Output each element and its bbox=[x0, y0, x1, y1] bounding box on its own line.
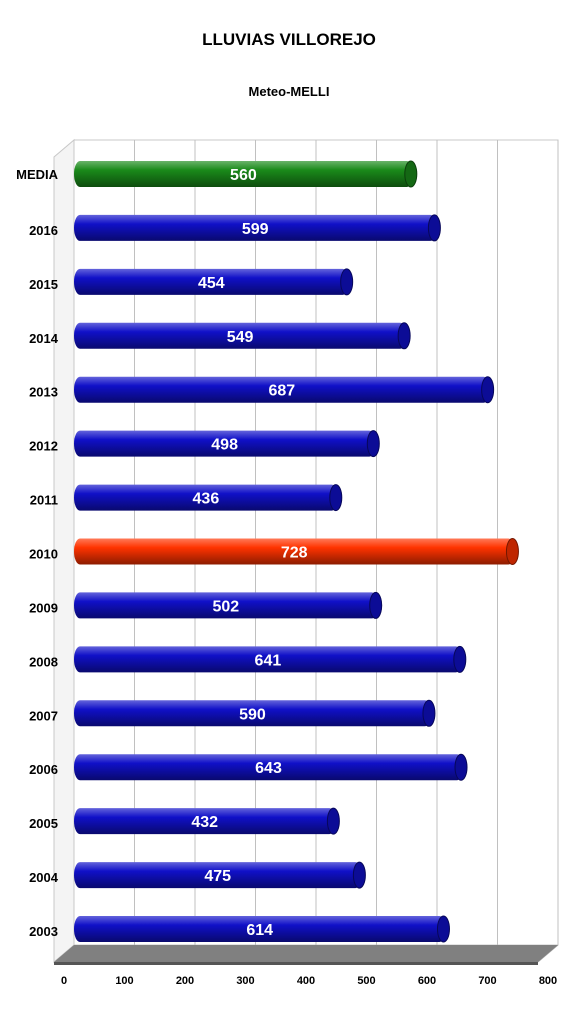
x-tick-label: 300 bbox=[236, 975, 254, 987]
category-label: 2008 bbox=[29, 654, 58, 669]
bar-value-label: 728 bbox=[281, 545, 308, 562]
category-label: 2013 bbox=[29, 385, 58, 400]
floor-edge bbox=[54, 962, 538, 965]
category-label: MEDIA bbox=[16, 167, 59, 182]
bar-end-cap bbox=[397, 322, 411, 350]
bar-value-label: 549 bbox=[227, 329, 254, 346]
x-tick-label: 200 bbox=[176, 975, 194, 987]
category-label: 2014 bbox=[29, 331, 59, 346]
bar-end-cap bbox=[329, 484, 343, 512]
category-label: 2009 bbox=[29, 600, 58, 615]
bar bbox=[74, 754, 464, 781]
category-label: 2011 bbox=[30, 493, 58, 508]
category-label: 2007 bbox=[29, 708, 58, 723]
bar bbox=[74, 808, 336, 835]
bar-value-label: 599 bbox=[242, 221, 269, 238]
bar bbox=[74, 161, 413, 187]
x-tick-label: 500 bbox=[357, 975, 375, 987]
category-label: 2004 bbox=[29, 870, 59, 885]
x-tick-label: 100 bbox=[115, 975, 133, 987]
category-label: 2015 bbox=[29, 277, 58, 292]
bar-end-cap bbox=[352, 861, 366, 889]
x-tick-label: 800 bbox=[539, 975, 557, 987]
x-tick-label: 400 bbox=[297, 975, 315, 987]
chart-subtitle: Meteo-MELLI bbox=[248, 84, 330, 99]
bar bbox=[74, 916, 446, 942]
bar-end-cap bbox=[454, 753, 468, 781]
bar bbox=[74, 700, 431, 727]
bar-value-label: 590 bbox=[239, 706, 266, 723]
bar-value-label: 643 bbox=[255, 760, 282, 777]
floor-top bbox=[54, 945, 558, 962]
bar bbox=[74, 376, 490, 403]
bar-value-label: 687 bbox=[268, 383, 295, 400]
category-label: 2006 bbox=[29, 762, 58, 777]
chart-title: LLUVIAS VILLOREJO bbox=[202, 30, 376, 49]
bar bbox=[74, 646, 462, 673]
bar bbox=[74, 538, 515, 565]
bar bbox=[74, 430, 376, 457]
category-label: 2016 bbox=[29, 223, 58, 238]
bar bbox=[74, 268, 349, 295]
bars: 560 599 454 549 687 498 436 728 502 641 590 643 432 4… bbox=[74, 160, 519, 943]
bar-end-cap bbox=[404, 160, 418, 188]
bar-value-label: 432 bbox=[191, 814, 218, 831]
bar-end-cap bbox=[340, 268, 354, 296]
x-tick-label: 600 bbox=[418, 975, 436, 987]
bar bbox=[74, 322, 407, 349]
bar-end-cap bbox=[366, 430, 380, 458]
bar-end-cap bbox=[326, 807, 340, 835]
category-label: 2012 bbox=[29, 439, 58, 454]
x-tick-label: 700 bbox=[478, 975, 496, 987]
bar bbox=[74, 484, 338, 511]
bar-end-cap bbox=[481, 376, 495, 404]
bar-end-cap bbox=[369, 591, 383, 619]
bar-value-label: 498 bbox=[211, 437, 238, 454]
bar-value-label: 641 bbox=[255, 652, 282, 669]
category-label: 2010 bbox=[29, 547, 58, 562]
bar-value-label: 614 bbox=[246, 922, 273, 939]
category-label: 2003 bbox=[29, 924, 58, 939]
x-tick-label: 0 bbox=[61, 975, 67, 987]
bar-value-label: 436 bbox=[193, 491, 220, 508]
bar bbox=[74, 592, 378, 619]
chart-floor bbox=[54, 945, 558, 965]
category-label: 2005 bbox=[29, 816, 58, 831]
category-labels: MEDIA 2016 2015 2014 2013 2012 2011 2010 2009 200… bbox=[16, 167, 59, 939]
bar-end-cap bbox=[505, 538, 519, 565]
bar-end-cap bbox=[436, 915, 450, 943]
bar bbox=[74, 862, 362, 889]
bar-end-cap bbox=[422, 699, 436, 727]
bar bbox=[74, 214, 437, 241]
bar-value-label: 502 bbox=[213, 598, 240, 615]
bar-value-label: 454 bbox=[198, 275, 225, 292]
bar-end-cap bbox=[453, 645, 467, 673]
bar-value-label: 475 bbox=[204, 868, 231, 885]
bar-end-cap bbox=[427, 214, 441, 242]
x-tick-labels: 0 100 200 300 400 500 600 700 800 bbox=[61, 975, 557, 987]
bar-value-label: 560 bbox=[230, 167, 257, 184]
